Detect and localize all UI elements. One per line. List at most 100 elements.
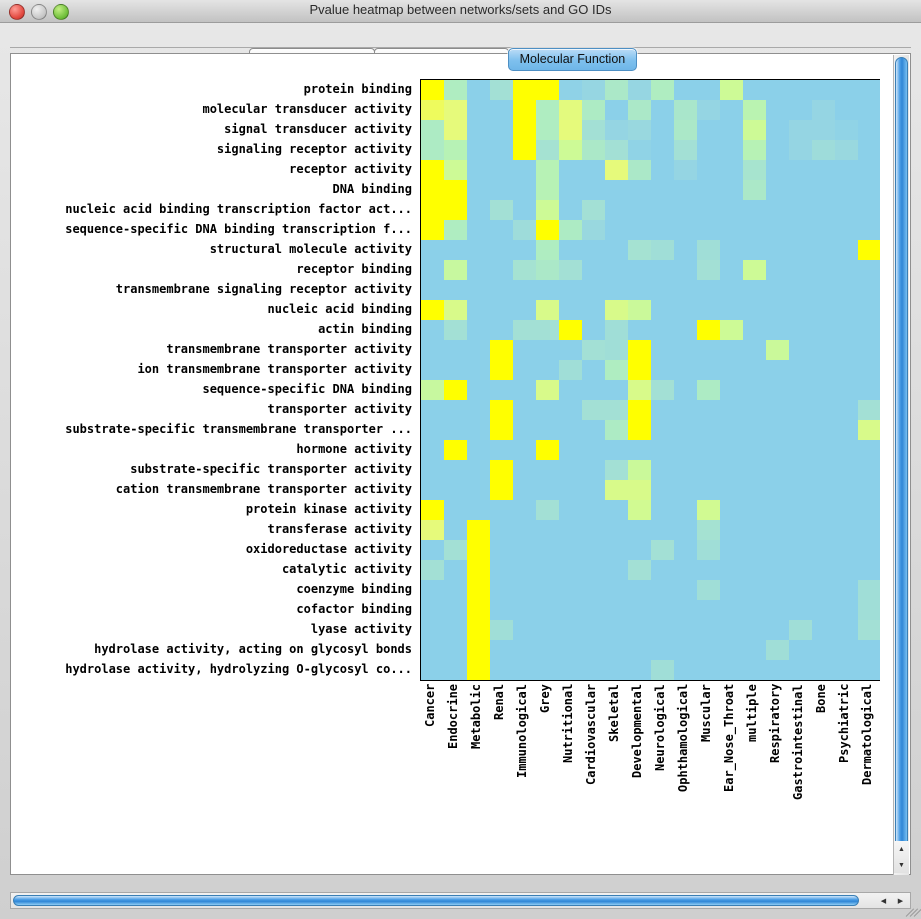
heatmap-cell[interactable] [559,340,582,360]
heatmap-cell[interactable] [490,240,513,260]
heatmap-cell[interactable] [513,580,536,600]
heatmap-cell[interactable] [789,180,812,200]
heatmap-cell[interactable] [536,500,559,520]
heatmap-cell[interactable] [720,340,743,360]
heatmap-cell[interactable] [582,80,605,100]
heatmap-cell[interactable] [559,520,582,540]
heatmap-cell[interactable] [720,380,743,400]
heatmap-cell[interactable] [651,540,674,560]
heatmap-cell[interactable] [628,340,651,360]
heatmap-cell[interactable] [536,180,559,200]
heatmap-cell[interactable] [858,400,880,420]
heatmap-cell[interactable] [743,540,766,560]
heatmap-cell[interactable] [674,400,697,420]
heatmap-cell[interactable] [628,460,651,480]
heatmap-cell[interactable] [559,280,582,300]
heatmap-cell[interactable] [444,260,467,280]
heatmap-cell[interactable] [766,540,789,560]
heatmap-cell[interactable] [835,480,858,500]
heatmap-cell[interactable] [605,180,628,200]
heatmap-cell[interactable] [766,180,789,200]
heatmap-cell[interactable] [536,460,559,480]
heatmap-cell[interactable] [812,640,835,660]
heatmap-cell[interactable] [513,260,536,280]
heatmap-cell[interactable] [605,360,628,380]
heatmap-cell[interactable] [697,240,720,260]
heatmap-cell[interactable] [674,460,697,480]
heatmap-cell[interactable] [674,120,697,140]
heatmap-cell[interactable] [559,480,582,500]
heatmap-cell[interactable] [444,520,467,540]
heatmap-cell[interactable] [582,620,605,640]
heatmap-cell[interactable] [467,560,490,580]
heatmap-cell[interactable] [743,80,766,100]
heatmap-cell[interactable] [743,320,766,340]
heatmap-cell[interactable] [789,200,812,220]
heatmap-cell[interactable] [559,400,582,420]
heatmap-cell[interactable] [513,160,536,180]
heatmap-cell[interactable] [536,640,559,660]
heatmap-cell[interactable] [490,620,513,640]
heatmap-cell[interactable] [743,520,766,540]
heatmap-cell[interactable] [421,460,444,480]
heatmap-cell[interactable] [835,340,858,360]
heatmap-cell[interactable] [444,200,467,220]
heatmap-cell[interactable] [766,120,789,140]
heatmap-cell[interactable] [766,600,789,620]
heatmap-cell[interactable] [697,280,720,300]
heatmap-cell[interactable] [467,460,490,480]
heatmap-cell[interactable] [720,460,743,480]
heatmap-cell[interactable] [444,340,467,360]
heatmap-cell[interactable] [743,180,766,200]
heatmap-cell[interactable] [444,300,467,320]
heatmap-cell[interactable] [490,260,513,280]
heatmap-cell[interactable] [536,520,559,540]
heatmap-cell[interactable] [513,320,536,340]
heatmap-cell[interactable] [559,640,582,660]
heatmap-cell[interactable] [444,640,467,660]
heatmap-cell[interactable] [858,200,880,220]
heatmap-cell[interactable] [674,640,697,660]
heatmap-cell[interactable] [467,400,490,420]
heatmap-cell[interactable] [513,220,536,240]
heatmap-cell[interactable] [513,180,536,200]
heatmap-canvas[interactable]: protein binding molecular transducer acti… [11,54,880,854]
heatmap-cell[interactable] [651,480,674,500]
heatmap-cell[interactable] [720,200,743,220]
heatmap-cell[interactable] [490,520,513,540]
heatmap-cell[interactable] [697,560,720,580]
heatmap-cell[interactable] [467,120,490,140]
heatmap-cell[interactable] [559,440,582,460]
heatmap-cell[interactable] [720,360,743,380]
heatmap-cell[interactable] [720,400,743,420]
heatmap-cell[interactable] [605,120,628,140]
heatmap-cell[interactable] [835,220,858,240]
heatmap-cell[interactable] [674,380,697,400]
heatmap-cell[interactable] [559,260,582,280]
heatmap-plot[interactable] [420,79,880,681]
heatmap-cell[interactable] [582,340,605,360]
heatmap-cell[interactable] [467,340,490,360]
heatmap-cell[interactable] [674,420,697,440]
heatmap-cell[interactable] [559,620,582,640]
heatmap-cell[interactable] [766,220,789,240]
heatmap-cell[interactable] [720,520,743,540]
heatmap-cell[interactable] [743,260,766,280]
heatmap-cell[interactable] [766,420,789,440]
heatmap-cell[interactable] [743,360,766,380]
heatmap-cell[interactable] [628,80,651,100]
heatmap-cell[interactable] [444,80,467,100]
heatmap-cell[interactable] [858,500,880,520]
heatmap-cell[interactable] [513,460,536,480]
heatmap-cell[interactable] [421,200,444,220]
vertical-scrollbar-buttons[interactable]: ▲ ▼ [893,841,909,873]
heatmap-cell[interactable] [559,320,582,340]
heatmap-cell[interactable] [559,460,582,480]
heatmap-cell[interactable] [766,340,789,360]
heatmap-cell[interactable] [789,580,812,600]
heatmap-cell[interactable] [674,360,697,380]
heatmap-cell[interactable] [835,120,858,140]
heatmap-cell[interactable] [467,80,490,100]
heatmap-cell[interactable] [697,160,720,180]
heatmap-cell[interactable] [490,640,513,660]
